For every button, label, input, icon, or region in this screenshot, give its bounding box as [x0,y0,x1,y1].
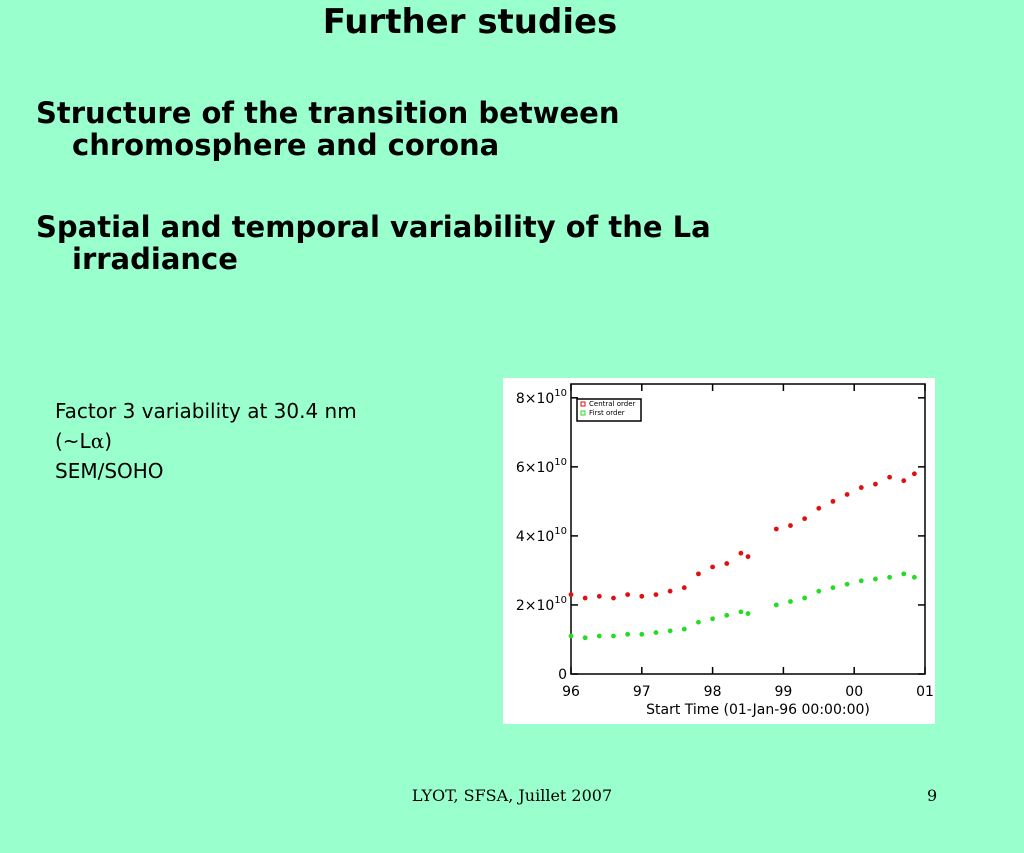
note-line-2: (~Lα) [55,426,357,456]
irradiance-plot: 96 97 98 99 00 01 0 2×1010 4×1010 6×1010 8×1010 Sta… [503,378,935,724]
first-order-point [696,619,701,625]
central-order-point [901,478,907,484]
first-order-point [568,633,574,639]
central-order-point [738,550,744,556]
bullet-line: Spatial and temporal variability of the … [36,210,711,244]
variability-note: Factor 3 variability at 30.4 nm (~Lα) SE… [55,396,357,486]
note-line-3: SEM/SOHO [55,459,164,483]
first-order-point [788,599,793,604]
x-tick-label: 99 [774,684,792,700]
first-order-point [773,602,779,608]
first-order-point [911,574,917,580]
bullet-line: Structure of the transition between [36,96,620,130]
central-order-point [773,526,779,532]
central-order-point [724,561,730,566]
first-order-point [844,581,850,587]
page-number: 9 [927,786,938,805]
first-order-point [625,631,631,637]
y-tick-label: 6×1010 [516,457,567,476]
first-order-point [653,630,659,635]
first-order-point [639,631,645,637]
central-order-point [696,571,701,577]
central-order-point [802,516,808,522]
central-order-point [858,485,864,490]
first-order-point [901,571,907,577]
central-order-point [816,505,822,511]
central-order-point [639,593,645,599]
legend-swatch [580,410,586,416]
central-order-point [582,595,588,601]
x-tick-label: 96 [562,684,580,700]
note-suffix: ) [104,429,113,453]
first-order-point [745,611,751,616]
legend-label: First order [589,409,625,417]
plot-frame [570,383,926,675]
central-order-point [710,564,715,570]
first-order-point [596,633,602,639]
slide-title: Further studies [322,2,618,42]
central-order-point [625,592,631,597]
central-order-point [873,481,878,487]
central-order-point [568,592,574,597]
central-order-point [667,588,673,594]
bullet-line-continued: irradiance [72,242,238,276]
central-order-point [830,498,836,504]
central-order-point [911,471,917,477]
legend-box [576,398,642,422]
y-tick-label: 4×1010 [516,526,567,545]
note-prefix: (~L [55,429,91,453]
x-axis-label: Start Time (01-Jan-96 00:00:00) [646,702,870,718]
central-order-point [596,593,602,599]
legend-swatch [580,401,586,407]
first-order-point [710,616,715,622]
bullet-irradiance-variability: Spatial and temporal variability of the … [36,211,916,275]
central-order-point [887,474,892,480]
y-tick-label: 2×1010 [516,595,567,614]
first-order-point [724,612,730,618]
first-order-point [887,574,892,580]
first-order-point [858,578,864,584]
central-order-point [745,554,751,560]
irradiance-chart-svg: 96 97 98 99 00 01 0 2×1010 4×1010 6×1010 8×1010 Sta… [516,383,934,718]
y-tick-label: 0 [558,667,567,683]
x-tick-label: 00 [845,684,863,700]
central-order-point [844,492,850,497]
y-tick-label: 8×1010 [516,388,567,407]
central-order-point [653,592,659,597]
first-order-point [738,609,744,615]
first-order-point [582,635,588,641]
footer-text: LYOT, SFSA, Juillet 2007 [411,786,613,805]
x-tick-label: 97 [633,684,651,700]
x-tick-label: 01 [916,684,934,700]
bullet-transition-structure: Structure of the transition between chro… [36,97,916,161]
central-order-point [788,523,793,528]
x-tick-label: 98 [704,684,722,700]
first-order-point [873,576,878,582]
central-order-point [611,595,616,601]
legend-label: Central order [589,400,636,408]
central-order-point [681,585,687,591]
first-order-point [830,585,836,591]
note-line-1: Factor 3 variability at 30.4 nm [55,399,357,423]
first-order-point [816,588,822,594]
first-order-point [667,628,673,634]
first-order-point [802,595,808,601]
first-order-point [611,633,616,639]
bullet-line-continued: chromosphere and corona [72,128,500,162]
first-order-point [681,626,687,632]
alpha-symbol: α [90,429,105,453]
